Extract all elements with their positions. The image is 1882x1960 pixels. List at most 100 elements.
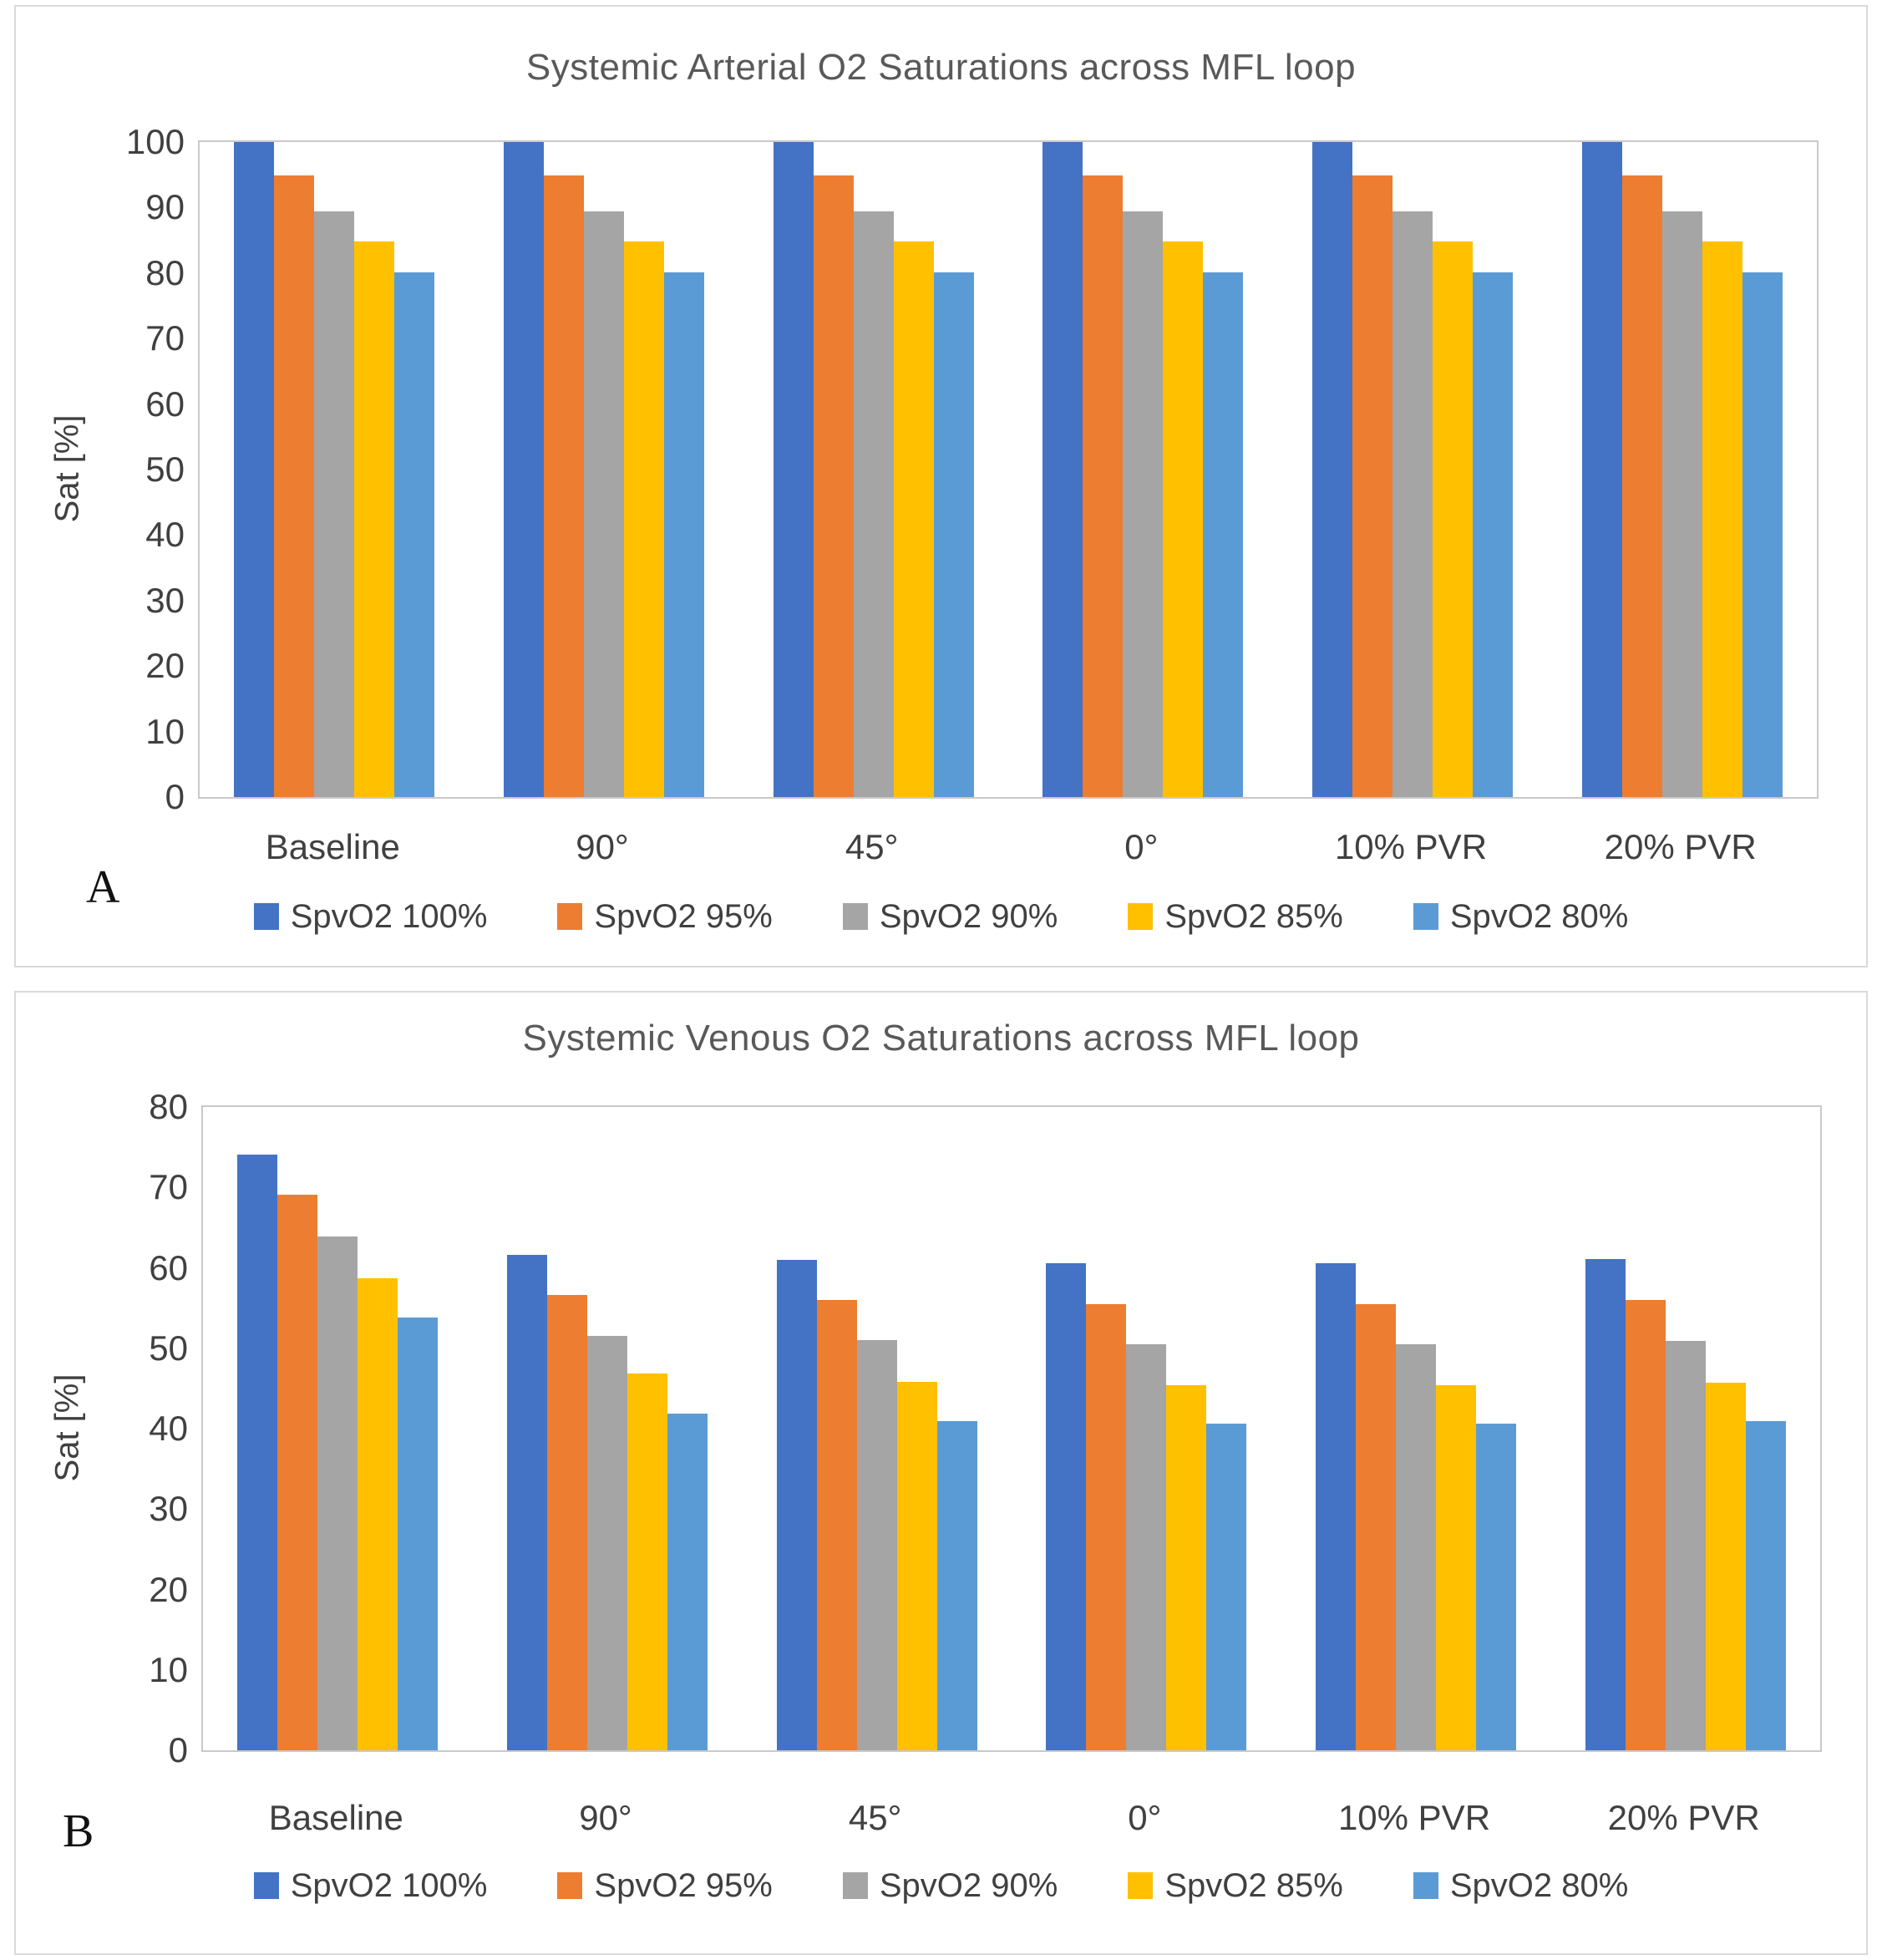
y-axis-tick-90: 90 xyxy=(145,187,185,227)
legend-item-spvo2-95: SpvO2 95% xyxy=(557,1867,773,1905)
y-axis-tick-10: 10 xyxy=(149,1649,188,1689)
legend-item-spvo2-100: SpvO2 100% xyxy=(253,1866,488,1905)
y-axis-tick-20: 20 xyxy=(145,646,185,686)
y-axis-tick-60: 60 xyxy=(149,1247,188,1287)
x-axis-label-baseline: Baseline xyxy=(268,1798,403,1837)
bar-spvo2-90-45 xyxy=(853,211,894,797)
bar-spvo2-85-45 xyxy=(896,1382,937,1750)
x-axis-label-90: 90° xyxy=(579,1798,632,1837)
legend-label: SpvO2 90% xyxy=(879,897,1058,935)
bar-spvo2-90-90 xyxy=(587,1336,627,1750)
y-axis-title-venous: Sat [%] xyxy=(48,1374,86,1482)
bar-spvo2-100-10-pvr xyxy=(1316,1262,1356,1750)
bar-spvo2-100-0 xyxy=(1046,1262,1087,1750)
y-axis-tick-100: 100 xyxy=(125,122,185,161)
bar-spvo2-95-20-pvr xyxy=(1621,175,1662,797)
legend-label: SpvO2 85% xyxy=(1164,897,1343,935)
legend-item-spvo2-90: SpvO2 90% xyxy=(842,897,1058,936)
x-axis-label-0: 0° xyxy=(1128,1798,1162,1837)
bar-spvo2-95-45 xyxy=(813,175,854,797)
chart-title-arterial: Systemic Arterial O2 Saturations across … xyxy=(525,47,1357,88)
bar-spvo2-90-baseline xyxy=(317,1236,358,1750)
bar-spvo2-95-baseline xyxy=(277,1194,318,1750)
bar-spvo2-95-90 xyxy=(547,1295,587,1750)
x-axis-label-baseline: Baseline xyxy=(265,827,400,866)
legend-swatch-icon xyxy=(1128,903,1154,930)
bar-spvo2-90-0 xyxy=(1123,211,1164,797)
y-axis-tick-20: 20 xyxy=(149,1569,188,1609)
bar-spvo2-90-90 xyxy=(584,211,624,797)
y-axis-tick-60: 60 xyxy=(145,383,185,424)
y-axis-tick-10: 10 xyxy=(145,711,185,751)
legend-swatch-icon xyxy=(842,903,868,930)
bar-spvo2-85-baseline xyxy=(358,1278,398,1750)
bar-spvo2-80-baseline xyxy=(394,272,435,797)
bar-spvo2-80-20-pvr xyxy=(1742,272,1783,797)
bar-spvo2-80-90 xyxy=(667,1413,708,1750)
bar-spvo2-100-baseline xyxy=(237,1154,278,1750)
bar-spvo2-95-20-pvr xyxy=(1625,1300,1666,1750)
bar-spvo2-90-baseline xyxy=(314,211,355,797)
bar-spvo2-95-10-pvr xyxy=(1352,175,1392,797)
bar-spvo2-80-0 xyxy=(1206,1424,1247,1750)
legend-swatch-icon xyxy=(557,903,583,930)
y-axis-tick-0: 0 xyxy=(168,1730,188,1770)
bar-spvo2-100-baseline xyxy=(234,142,275,797)
bar-spvo2-85-90 xyxy=(624,241,664,797)
bar-spvo2-80-baseline xyxy=(398,1318,439,1750)
legend-swatch-icon xyxy=(253,1872,279,1899)
y-axis-tick-0: 0 xyxy=(165,777,185,816)
y-axis-tick-70: 70 xyxy=(149,1167,188,1207)
bar-spvo2-100-45 xyxy=(776,1259,817,1750)
y-axis-tick-50: 50 xyxy=(149,1328,188,1368)
panel-label-a: A xyxy=(86,861,120,913)
y-axis-tick-40: 40 xyxy=(145,515,185,555)
x-axis-label-20-pvr: 20% PVR xyxy=(1604,827,1757,866)
bar-spvo2-85-0 xyxy=(1166,1385,1207,1750)
y-axis-tick-30: 30 xyxy=(145,580,185,620)
legend-swatch-icon xyxy=(1413,903,1438,930)
bar-spvo2-95-baseline xyxy=(274,175,315,797)
bar-spvo2-100-20-pvr xyxy=(1585,1258,1626,1750)
chart-title-venous: Systemic Venous O2 Saturations across MF… xyxy=(522,1018,1360,1059)
legend-arterial: SpvO2 100% SpvO2 95% SpvO2 90% SpvO2 85% Spv… xyxy=(16,897,1866,936)
legend-item-spvo2-95: SpvO2 95% xyxy=(557,897,773,936)
y-axis-tick-40: 40 xyxy=(149,1409,188,1448)
bar-spvo2-90-0 xyxy=(1126,1343,1167,1750)
bar-spvo2-90-20-pvr xyxy=(1665,1341,1706,1750)
legend-label: SpvO2 100% xyxy=(290,1866,488,1904)
bar-spvo2-100-20-pvr xyxy=(1581,142,1622,797)
legend-label: SpvO2 80% xyxy=(1449,1866,1629,1904)
bar-spvo2-90-20-pvr xyxy=(1661,211,1702,797)
legend-label: SpvO2 90% xyxy=(879,1866,1058,1904)
plot-area-arterial: 0 10 20 30 40 50 60 70 80 90 100 xyxy=(126,122,1819,816)
bar-spvo2-80-45 xyxy=(933,272,974,797)
y-axis-tick-50: 50 xyxy=(145,449,185,489)
bar-spvo2-85-90 xyxy=(627,1373,667,1750)
bar-spvo2-95-90 xyxy=(544,175,584,797)
legend-swatch-icon xyxy=(253,903,279,930)
bar-spvo2-85-baseline xyxy=(354,241,395,797)
bar-spvo2-80-0 xyxy=(1203,272,1244,797)
panel-b-venous-chart: Systemic Venous O2 Saturations across MF… xyxy=(14,991,1868,1955)
bar-spvo2-100-90 xyxy=(507,1255,547,1750)
bar-spvo2-90-10-pvr xyxy=(1396,1343,1436,1750)
bar-spvo2-100-0 xyxy=(1042,142,1083,797)
x-axis-label-20-pvr: 20% PVR xyxy=(1607,1798,1760,1837)
bar-spvo2-85-10-pvr xyxy=(1433,241,1473,797)
x-axis-label-90: 90° xyxy=(576,827,629,866)
y-axis-tick-70: 70 xyxy=(145,318,185,358)
legend-item-spvo2-100: SpvO2 100% xyxy=(253,898,487,936)
legend-swatch-icon xyxy=(1128,1872,1154,1899)
bar-spvo2-100-90 xyxy=(504,142,544,797)
legend-label: SpvO2 80% xyxy=(1449,897,1629,935)
bar-spvo2-85-20-pvr xyxy=(1705,1383,1746,1750)
panel-a-arterial-chart: Systemic Arterial O2 Saturations across … xyxy=(14,5,1868,967)
x-axis-label-45: 45° xyxy=(848,1798,902,1837)
y-axis-tick-30: 30 xyxy=(149,1489,188,1529)
bar-spvo2-80-20-pvr xyxy=(1745,1421,1786,1750)
legend-swatch-icon xyxy=(1413,1872,1438,1899)
x-axis-label-45: 45° xyxy=(845,827,899,866)
legend-label: SpvO2 95% xyxy=(594,897,773,935)
legend-item-spvo2-90: SpvO2 90% xyxy=(842,1866,1058,1905)
